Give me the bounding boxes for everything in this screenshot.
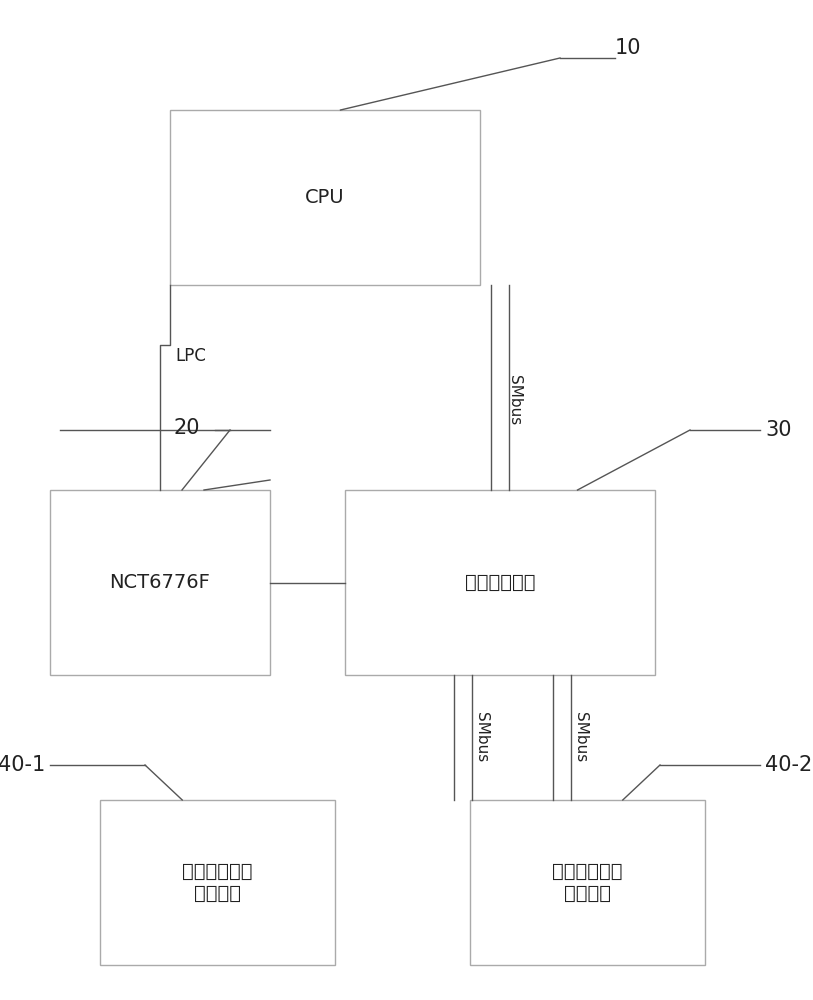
Text: SMbus: SMbus: [474, 712, 489, 763]
Text: NCT6776F: NCT6776F: [110, 573, 211, 592]
Text: 20: 20: [173, 418, 200, 438]
Text: SMbus: SMbus: [573, 712, 588, 763]
Bar: [170, 110, 480, 285]
Bar: [100, 800, 335, 965]
Bar: [345, 490, 655, 675]
Bar: [50, 490, 270, 675]
Text: LPC: LPC: [175, 347, 206, 365]
Text: 40-2: 40-2: [765, 755, 812, 775]
Bar: [470, 800, 705, 965]
Text: 10: 10: [615, 38, 641, 58]
Text: 切换控制电路: 切换控制电路: [465, 573, 535, 592]
Text: 同设备地址的
通信设备: 同设备地址的 通信设备: [182, 862, 253, 903]
Text: 30: 30: [765, 420, 792, 440]
Text: 同设备地址的
通信设备: 同设备地址的 通信设备: [552, 862, 623, 903]
Text: CPU: CPU: [305, 188, 345, 207]
Text: 40-1: 40-1: [0, 755, 45, 775]
Text: SMbus: SMbus: [507, 375, 522, 425]
